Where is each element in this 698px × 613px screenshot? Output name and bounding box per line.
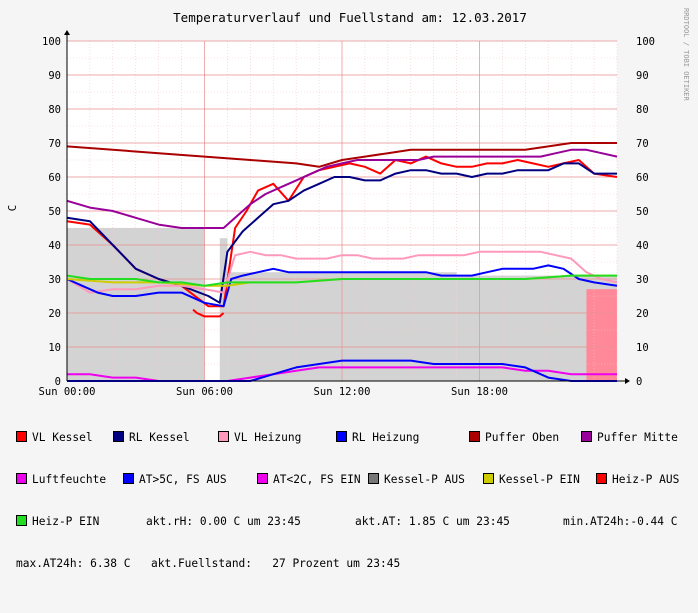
- legend-item: RL Kessel: [113, 431, 190, 445]
- legend-swatch: [218, 431, 229, 442]
- y-tick-label-right: 70: [636, 138, 649, 150]
- legend-label: Heiz-P EIN: [32, 515, 100, 528]
- legend-swatch: [581, 431, 592, 442]
- y-tick-label-left: 90: [48, 70, 61, 82]
- y-tick-label-right: 80: [636, 104, 649, 116]
- series-line: [66, 142, 617, 168]
- legend-swatch: [483, 473, 494, 484]
- legend-swatch: [336, 431, 347, 442]
- y-tick-label-left: 40: [48, 240, 61, 252]
- rrdtool-watermark: RRDTOOL / TOBI OETIKER: [682, 8, 690, 102]
- legend-swatch: [16, 473, 27, 484]
- legend-item: VL Kessel: [16, 431, 93, 445]
- legend-swatch: [113, 431, 124, 442]
- y-tick-label-left: 10: [48, 342, 61, 354]
- area-segment: [586, 289, 617, 381]
- legend-item: VL Heizung: [218, 431, 301, 445]
- legend-swatch: [257, 473, 268, 484]
- legend-label: Puffer Mitte: [597, 431, 678, 444]
- y-tick-label-left: 70: [48, 138, 61, 150]
- legend-item: Kessel-P EIN: [483, 473, 580, 487]
- legend-item: Luftfeuchte: [16, 473, 106, 487]
- y-tick-label-right: 0: [636, 376, 642, 388]
- chart-title: Temperaturverlauf und Fuellstand am: 12.…: [173, 10, 527, 25]
- info-min: min.AT24h:-0.44 C: [563, 515, 678, 528]
- y-axis-arrow: [64, 30, 70, 35]
- y-tick-label-left: 50: [48, 206, 61, 218]
- legend-item: Kessel-P AUS: [368, 473, 465, 487]
- area-segment: [219, 238, 228, 381]
- legend-label: AT>5C, FS AUS: [139, 473, 227, 486]
- legend-item: Heiz-P AUS: [596, 473, 679, 487]
- legend-label: VL Kessel: [32, 431, 93, 444]
- y-tick-label-left: 60: [48, 172, 61, 184]
- chart-window: Temperaturverlauf und Fuellstand am: 12.…: [6, 8, 690, 570]
- info-max: max.AT24h: 6.38 C: [16, 557, 131, 570]
- legend-label: AT<2C, FS EIN: [273, 473, 361, 486]
- legend-swatch: [368, 473, 379, 484]
- legend-label: Kessel-P EIN: [499, 473, 580, 486]
- x-tick-label: Sun 18:00: [451, 386, 508, 398]
- info-at: akt.AT: 1.85 C um 23:45: [355, 515, 510, 528]
- legend-swatch: [469, 431, 480, 442]
- legend-item: Puffer Mitte: [581, 431, 678, 445]
- y-tick-label-left: 30: [48, 274, 61, 286]
- series-line: [66, 250, 618, 294]
- area-segment: [67, 228, 205, 381]
- series-line: [66, 155, 618, 308]
- series-line: [66, 274, 617, 287]
- x-tick-label: Sun 00:00: [39, 386, 96, 398]
- legend-label: VL Heizung: [234, 431, 302, 444]
- y-tick-label-right: 60: [636, 172, 649, 184]
- y-tick-label-right: 20: [636, 308, 649, 320]
- series-line: [66, 264, 618, 308]
- legend-item: RL Heizung: [336, 431, 419, 445]
- y-tick-label-right: 100: [636, 36, 655, 48]
- legend-item: AT>5C, FS AUS: [123, 473, 227, 487]
- y-tick-label-left: 80: [48, 104, 61, 116]
- y-axis-label: C: [6, 205, 19, 212]
- series-line: [192, 308, 225, 318]
- legend-swatch: [596, 473, 607, 484]
- y-tick-label-left: 20: [48, 308, 61, 320]
- x-tick-label: Sun 12:00: [314, 386, 371, 398]
- series-line: [66, 162, 617, 304]
- legend-swatch: [123, 473, 134, 484]
- chart-svg: Temperaturverlauf und Fuellstand am: 12.…: [6, 8, 690, 398]
- info-rh: akt.rH: 0.00 C um 23:45: [146, 515, 301, 528]
- legend-swatch: [16, 515, 27, 526]
- legend-item: Heiz-P EIN: [16, 515, 99, 529]
- axes: 0 0 10 10 20 20 30 30 40 40 50 50 60 60 70 70 80 80 90 90 10…: [39, 30, 655, 398]
- legend-item: AT<2C, FS EIN: [257, 473, 361, 487]
- legend: VL Kessel RL Kessel VL Heizung RL Heizun…: [16, 403, 679, 599]
- legend-label: RL Heizung: [352, 431, 420, 444]
- y-tick-label-right: 90: [636, 70, 649, 82]
- info-fuellstand: akt.Fuellstand: 27 Prozent um 23:45: [151, 557, 401, 570]
- legend-label: Puffer Oben: [485, 431, 560, 444]
- y-tick-label-left: 100: [42, 36, 61, 48]
- x-axis-arrow: [625, 378, 630, 384]
- series-lines: [66, 142, 618, 382]
- series-line: [66, 148, 618, 229]
- y-tick-label-left: 0: [55, 376, 61, 388]
- legend-label: Heiz-P AUS: [612, 473, 680, 486]
- y-tick-label-right: 30: [636, 274, 649, 286]
- legend-label: Kessel-P AUS: [384, 473, 465, 486]
- legend-item: Puffer Oben: [469, 431, 559, 445]
- legend-label: RL Kessel: [129, 431, 190, 444]
- x-tick-label: Sun 06:00: [176, 386, 233, 398]
- legend-label: Luftfeuchte: [32, 473, 107, 486]
- y-tick-label-right: 10: [636, 342, 649, 354]
- y-tick-label-right: 50: [636, 206, 649, 218]
- y-tick-label-right: 40: [636, 240, 649, 252]
- legend-swatch: [16, 431, 27, 442]
